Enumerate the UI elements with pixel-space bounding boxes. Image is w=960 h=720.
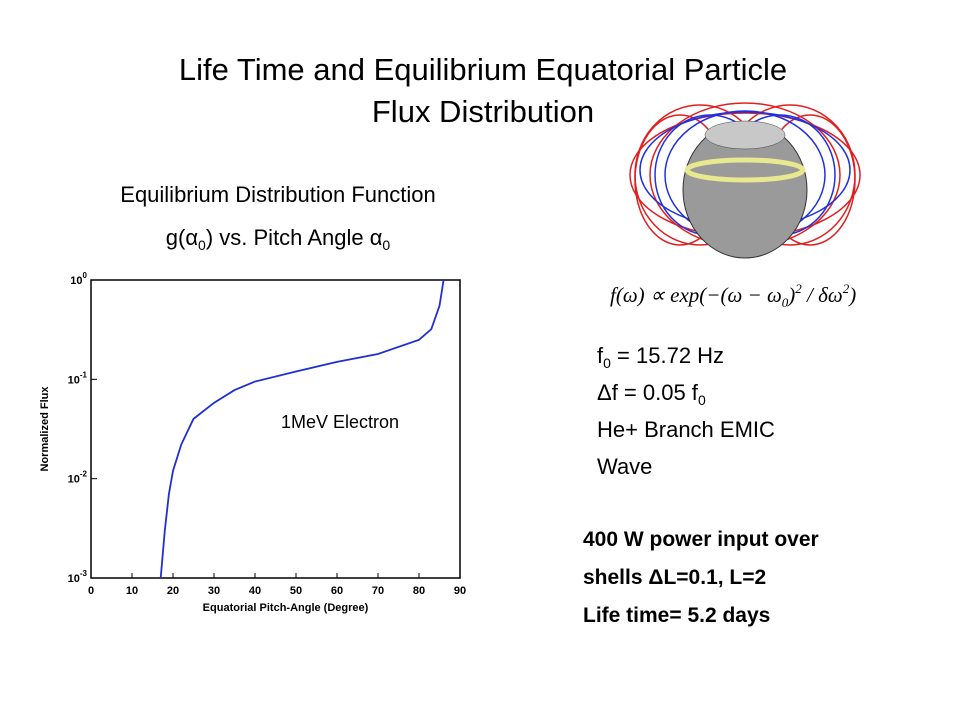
x-tick-label: 60 xyxy=(331,585,343,597)
data-line xyxy=(159,279,445,579)
equation: f(ω) ∝ exp(−(ω − ω0)2 / δω2) xyxy=(610,281,856,310)
x-tick-label: 20 xyxy=(167,585,179,597)
note: Life time= 5.2 days xyxy=(583,604,770,627)
y-tick-exp: -1 xyxy=(80,370,88,379)
torus-figure xyxy=(629,102,861,259)
y-tick-label: 10-2 xyxy=(68,470,88,486)
x-tick-label: 50 xyxy=(290,585,302,597)
param: f0 = 15.72 Hz xyxy=(597,343,724,371)
param: He+ Branch EMIC xyxy=(597,417,775,442)
note: shells ΔL=0.1, L=2 xyxy=(583,566,766,589)
chart: 0 10 20 30 40 50 60 70 80 9010-310-210-1100Equato… xyxy=(39,271,466,614)
y-tick-label: 100 xyxy=(70,271,87,287)
x-tick-label: 40 xyxy=(249,585,261,597)
title: Flux Distribution xyxy=(372,94,594,129)
y-tick-label: 10-3 xyxy=(68,569,88,585)
plot-frame xyxy=(90,279,461,579)
param: Δf = 0.05 f0 xyxy=(597,380,706,408)
subtitle: g(α0) vs. Pitch Angle α0 xyxy=(166,225,391,253)
y-tick-exp: -3 xyxy=(80,569,88,578)
y-tick-exp: 0 xyxy=(83,271,88,280)
x-tick-label: 30 xyxy=(208,585,220,597)
x-axis-label: Equatorial Pitch-Angle (Degree) xyxy=(203,602,369,614)
y-tick-base: 10 xyxy=(68,573,80,585)
y-axis-label: Normalized Flux xyxy=(39,386,51,472)
x-tick-label: 90 xyxy=(454,585,466,597)
y-tick-base: 10 xyxy=(70,275,82,287)
y-tick-exp: -2 xyxy=(80,470,88,479)
x-tick-label: 70 xyxy=(372,585,384,597)
param: Wave xyxy=(597,454,652,479)
annotation: 1MeV Electron xyxy=(281,412,399,432)
y-tick-base: 10 xyxy=(68,474,80,486)
y-tick-base: 10 xyxy=(68,374,80,386)
x-tick-label: 0 xyxy=(88,585,94,597)
subtitle: Equilibrium Distribution Function xyxy=(120,182,435,207)
title: Life Time and Equilibrium Equatorial Par… xyxy=(179,52,787,87)
note: 400 W power input over xyxy=(583,528,819,551)
y-tick-label: 10-1 xyxy=(68,370,88,386)
x-tick-label: 10 xyxy=(126,585,138,597)
x-tick-label: 80 xyxy=(413,585,425,597)
